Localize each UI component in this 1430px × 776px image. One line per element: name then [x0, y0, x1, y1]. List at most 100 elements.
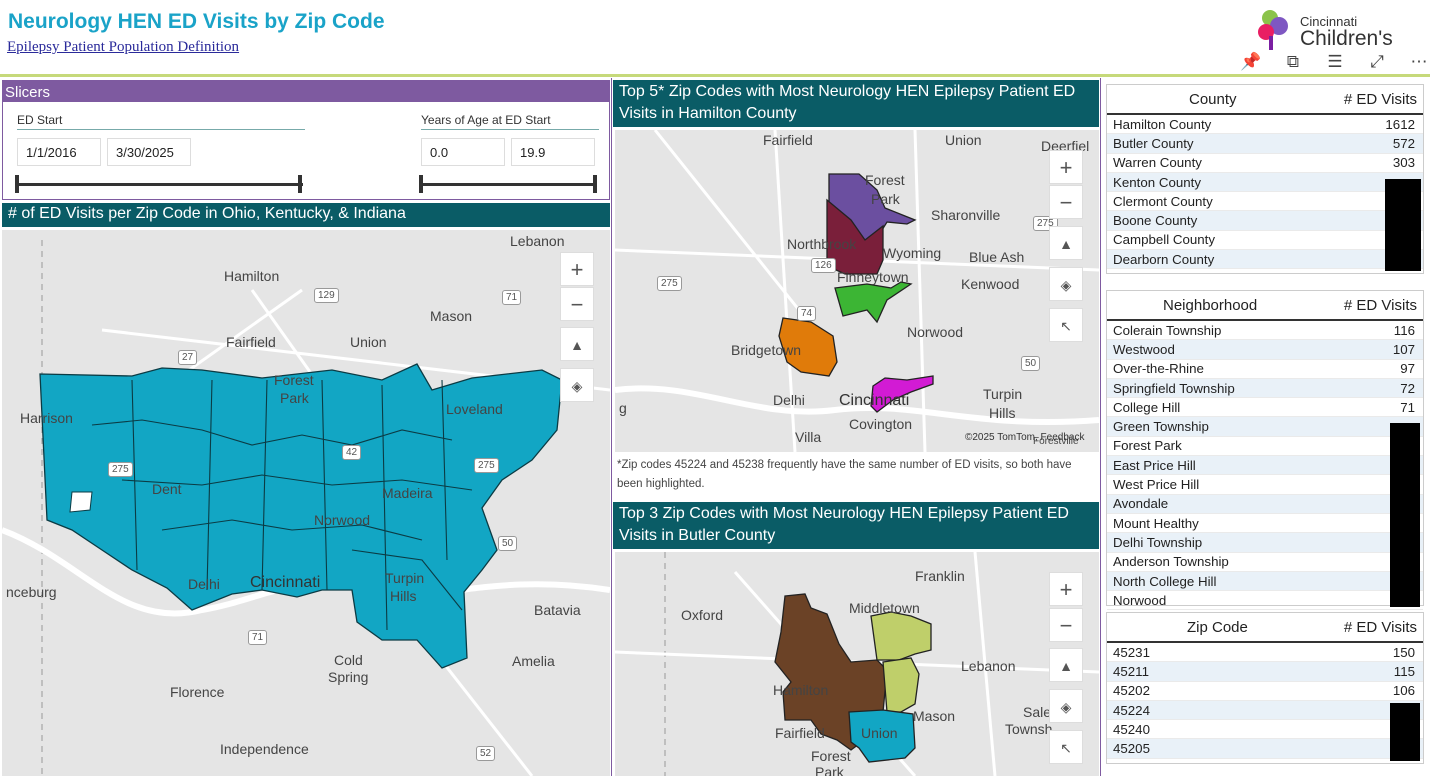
map2-label-covington: Covington	[849, 416, 913, 432]
age-slider-min-handle[interactable]	[419, 175, 423, 193]
table-row[interactable]: Norwood	[1107, 591, 1423, 611]
map2-label-forest: Forest	[865, 172, 905, 188]
map3-label-salem: Saler	[1023, 704, 1056, 720]
visual-toolbar: 📌 ⧉ ☰ ⤢ ⋯	[1238, 50, 1430, 74]
map1-zip-region-fill	[39, 363, 563, 669]
row-label: Anderson Township	[1113, 554, 1229, 570]
population-definition-link[interactable]: Epilepsy Patient Population Definition	[7, 39, 240, 55]
map1-label-forest: Forest	[274, 372, 314, 388]
neighborhood-column-header[interactable]: Neighborhood	[1163, 296, 1258, 314]
table-row[interactable]: 45205	[1107, 739, 1423, 759]
map2-route-shield: 275	[657, 276, 682, 291]
map2-select-button[interactable]: ↖	[1049, 308, 1083, 342]
county-visits-column-header[interactable]: # ED Visits	[1343, 90, 1417, 108]
table-row[interactable]: 45202 106	[1107, 682, 1423, 701]
map2-label-turpin: Turpin	[983, 386, 1023, 402]
pin-icon[interactable]: 📌	[1240, 52, 1262, 71]
table-row[interactable]: Butler County 572	[1107, 134, 1423, 154]
map3-zoom-out-button[interactable]: −	[1049, 608, 1083, 642]
map3-butler-county[interactable]: Franklin Oxford Middletown Lebanon Hamil…	[615, 552, 1099, 776]
map2-attribution[interactable]: ©2025 TomTom, Feedback	[965, 432, 1085, 443]
row-label: Mount Healthy	[1113, 515, 1199, 531]
map2-hamilton-county[interactable]: Fairfield Union Deerfiel Forest Park Sha…	[615, 130, 1099, 452]
map1-ohio-kentucky-indiana[interactable]: Lebanon Hamilton Mason Fairfield Union F…	[2, 230, 610, 776]
table-row[interactable]: Boone County	[1107, 211, 1423, 231]
map3-tilt-button[interactable]: ▲	[1049, 648, 1083, 682]
map3-compass-button[interactable]: ◈	[1049, 689, 1083, 723]
map2-tilt-button[interactable]: ▲	[1049, 226, 1083, 260]
header-divider	[0, 74, 1430, 77]
table-row[interactable]: Over-the-Rhine 97	[1107, 360, 1423, 379]
ed-start-to-input[interactable]: 3/30/2025	[107, 138, 191, 166]
table-row[interactable]: 45240	[1107, 720, 1423, 740]
more-icon[interactable]: ⋯	[1410, 52, 1428, 71]
row-label: 45231	[1113, 644, 1150, 660]
copy-icon[interactable]: ⧉	[1286, 52, 1300, 71]
county-table-header: County # ED Visits	[1107, 85, 1423, 115]
map2-label-northbrook: Northbrook	[787, 236, 857, 252]
table-row[interactable]: Westwood 107	[1107, 340, 1423, 360]
county-column-header[interactable]: County	[1189, 90, 1237, 108]
row-label: East Price Hill	[1113, 457, 1196, 473]
table-row[interactable]: Mount Healthy	[1107, 514, 1423, 534]
map1-label-spring: Spring	[328, 669, 369, 685]
table-row[interactable]: 45231 150	[1107, 643, 1423, 663]
row-label: Campbell County	[1113, 232, 1215, 248]
table-row[interactable]: Kenton County	[1107, 172, 1423, 193]
table-row[interactable]: East Price Hill	[1107, 456, 1423, 476]
table-row[interactable]: Forest Park	[1107, 437, 1423, 457]
table-row[interactable]: 45224	[1107, 700, 1423, 721]
expand-icon[interactable]: ⤢	[1370, 52, 1384, 71]
map3-select-button[interactable]: ↖	[1049, 730, 1083, 764]
zip-visits-column-header[interactable]: # ED Visits	[1343, 618, 1417, 636]
table-row[interactable]: Clermont County	[1107, 192, 1423, 212]
map1-route-shield: 71	[502, 290, 522, 305]
map1-tilt-button[interactable]: ▲	[560, 327, 594, 361]
ed-start-slider-min-handle[interactable]	[15, 175, 19, 193]
table-row[interactable]: Campbell County	[1107, 231, 1423, 251]
map2-label-sharonville: Sharonville	[931, 207, 1001, 223]
county-table-body: Hamilton County 1612 Butler County 572 Warre…	[1107, 115, 1423, 270]
map2-route-shield: 74	[797, 306, 817, 321]
map1-compass-button[interactable]: ◈	[560, 368, 594, 402]
map2-compass-button[interactable]: ◈	[1049, 267, 1083, 301]
map3-zoom-in-button[interactable]: +	[1049, 572, 1083, 606]
map3-label-park: Park	[815, 764, 844, 776]
table-row[interactable]: Dearborn County	[1107, 250, 1423, 270]
map1-label-cincinnati: Cincinnati	[250, 574, 321, 591]
map3-label-lebanon: Lebanon	[961, 658, 1016, 674]
table-row[interactable]: West Price Hill	[1107, 475, 1423, 495]
map2-zoom-in-button[interactable]: +	[1049, 150, 1083, 184]
age-to-input[interactable]: 19.9	[511, 138, 595, 166]
table-row[interactable]: College Hill 71	[1107, 398, 1423, 418]
table-row[interactable]: North College Hill	[1107, 571, 1423, 592]
map1-zoom-out-button[interactable]: −	[560, 287, 594, 321]
map1-zoom-in-button[interactable]: +	[560, 252, 594, 286]
map1-route-shield: 275	[108, 462, 133, 477]
ed-start-from-input[interactable]: 1/1/2016	[17, 138, 101, 166]
table-row[interactable]: Anderson Township	[1107, 553, 1423, 572]
map1-label-lawrenceburg: nceburg	[6, 584, 57, 600]
ed-start-slider-track[interactable]	[17, 183, 303, 186]
filter-icon[interactable]: ☰	[1327, 52, 1343, 71]
neighborhood-visits-column-header[interactable]: # ED Visits	[1343, 296, 1417, 314]
age-slider-max-handle[interactable]	[593, 175, 597, 193]
table-row[interactable]: Delhi Township	[1107, 533, 1423, 553]
map2-label-kenwood: Kenwood	[961, 276, 1020, 292]
map1-label-hamilton: Hamilton	[224, 268, 280, 284]
table-row[interactable]: Springfield Township 72	[1107, 378, 1423, 399]
age-slider-track[interactable]	[421, 183, 597, 186]
table-row[interactable]: Warren County 303	[1107, 154, 1423, 173]
table-row[interactable]: Colerain Township 116	[1107, 321, 1423, 341]
table-row[interactable]: Green Township	[1107, 417, 1423, 437]
map2-label-norwood: Norwood	[907, 324, 964, 340]
table-row[interactable]: 45211 115	[1107, 662, 1423, 682]
age-from-input[interactable]: 0.0	[421, 138, 505, 166]
row-value: 303	[1392, 155, 1415, 171]
table-row[interactable]: Hamilton County 1612	[1107, 115, 1423, 135]
ed-start-slider-max-handle[interactable]	[298, 175, 302, 193]
map2-zoom-out-button[interactable]: −	[1049, 185, 1083, 219]
zip-column-header[interactable]: Zip Code	[1187, 618, 1248, 636]
table-row[interactable]: Avondale	[1107, 494, 1423, 514]
zip-code-table: Zip Code # ED Visits 45231 150 45211 115 452…	[1106, 612, 1424, 764]
